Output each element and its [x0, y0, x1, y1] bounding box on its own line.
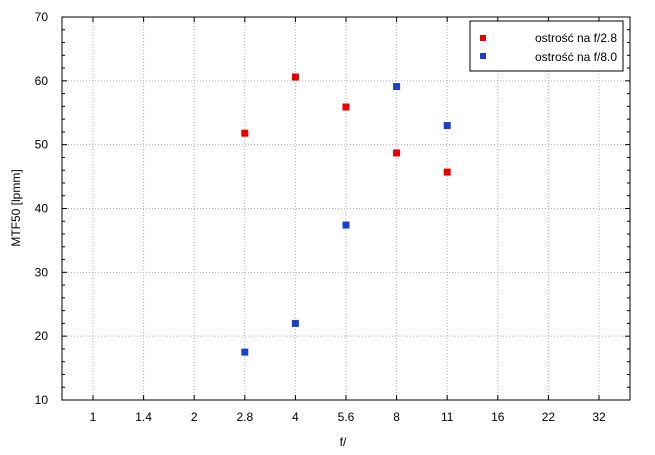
x-tick-label: 1.4: [135, 410, 152, 424]
legend-marker-series-2: [480, 53, 486, 59]
legend-label-series-1: ostrość na f/2.8: [535, 31, 617, 45]
data-point-series-2: [443, 122, 451, 130]
y-tick-label: 40: [35, 202, 49, 216]
data-point-series-2: [342, 221, 350, 229]
data-point-series-1: [393, 149, 401, 157]
y-tick-label: 70: [35, 10, 49, 24]
x-tick-labels: 1 1.4 2 2.8 4 5.6 8 11 16 22 32: [90, 410, 606, 424]
y-tick-label: 30: [35, 265, 49, 279]
plot-frame: [61, 16, 631, 401]
x-tick-label: 5.6: [338, 410, 355, 424]
legend: ostrość na f/2.8 ostrość na f/8.0: [469, 20, 624, 72]
x-tick-label: 22: [542, 410, 556, 424]
y-tick-labels: 10 20 30 40 50 60 70: [35, 10, 49, 407]
data-points: [241, 73, 451, 356]
x-tick-label: 4: [292, 410, 299, 424]
x-tick-label: 1: [90, 410, 97, 424]
x-tick-label: 16: [491, 410, 505, 424]
x-axis-label: f/: [340, 435, 347, 449]
y-tick-label: 50: [35, 138, 49, 152]
y-axis-label: MTF50 [lpmm]: [9, 169, 23, 246]
data-point-series-2: [241, 348, 249, 356]
x-tick-label: 11: [441, 410, 454, 424]
legend-label-series-2: ostrość na f/8.0: [535, 50, 617, 64]
grid-layer: [62, 17, 630, 400]
data-point-series-2: [393, 83, 401, 91]
y-tick-label: 60: [35, 74, 49, 88]
legend-marker-series-1: [480, 35, 486, 41]
y-tick-label: 20: [35, 329, 49, 343]
data-point-series-1: [342, 103, 350, 111]
x-tick-label: 2.8: [236, 410, 253, 424]
data-point-series-1: [291, 73, 299, 81]
x-tick-label: 32: [592, 410, 606, 424]
data-point-series-2: [291, 319, 299, 327]
data-point-series-1: [241, 129, 249, 137]
y-tick-label: 10: [35, 393, 49, 407]
x-tick-label: 8: [393, 410, 400, 424]
data-point-series-1: [443, 168, 451, 176]
legend-box: [469, 20, 624, 72]
x-tick-label: 2: [191, 410, 198, 424]
